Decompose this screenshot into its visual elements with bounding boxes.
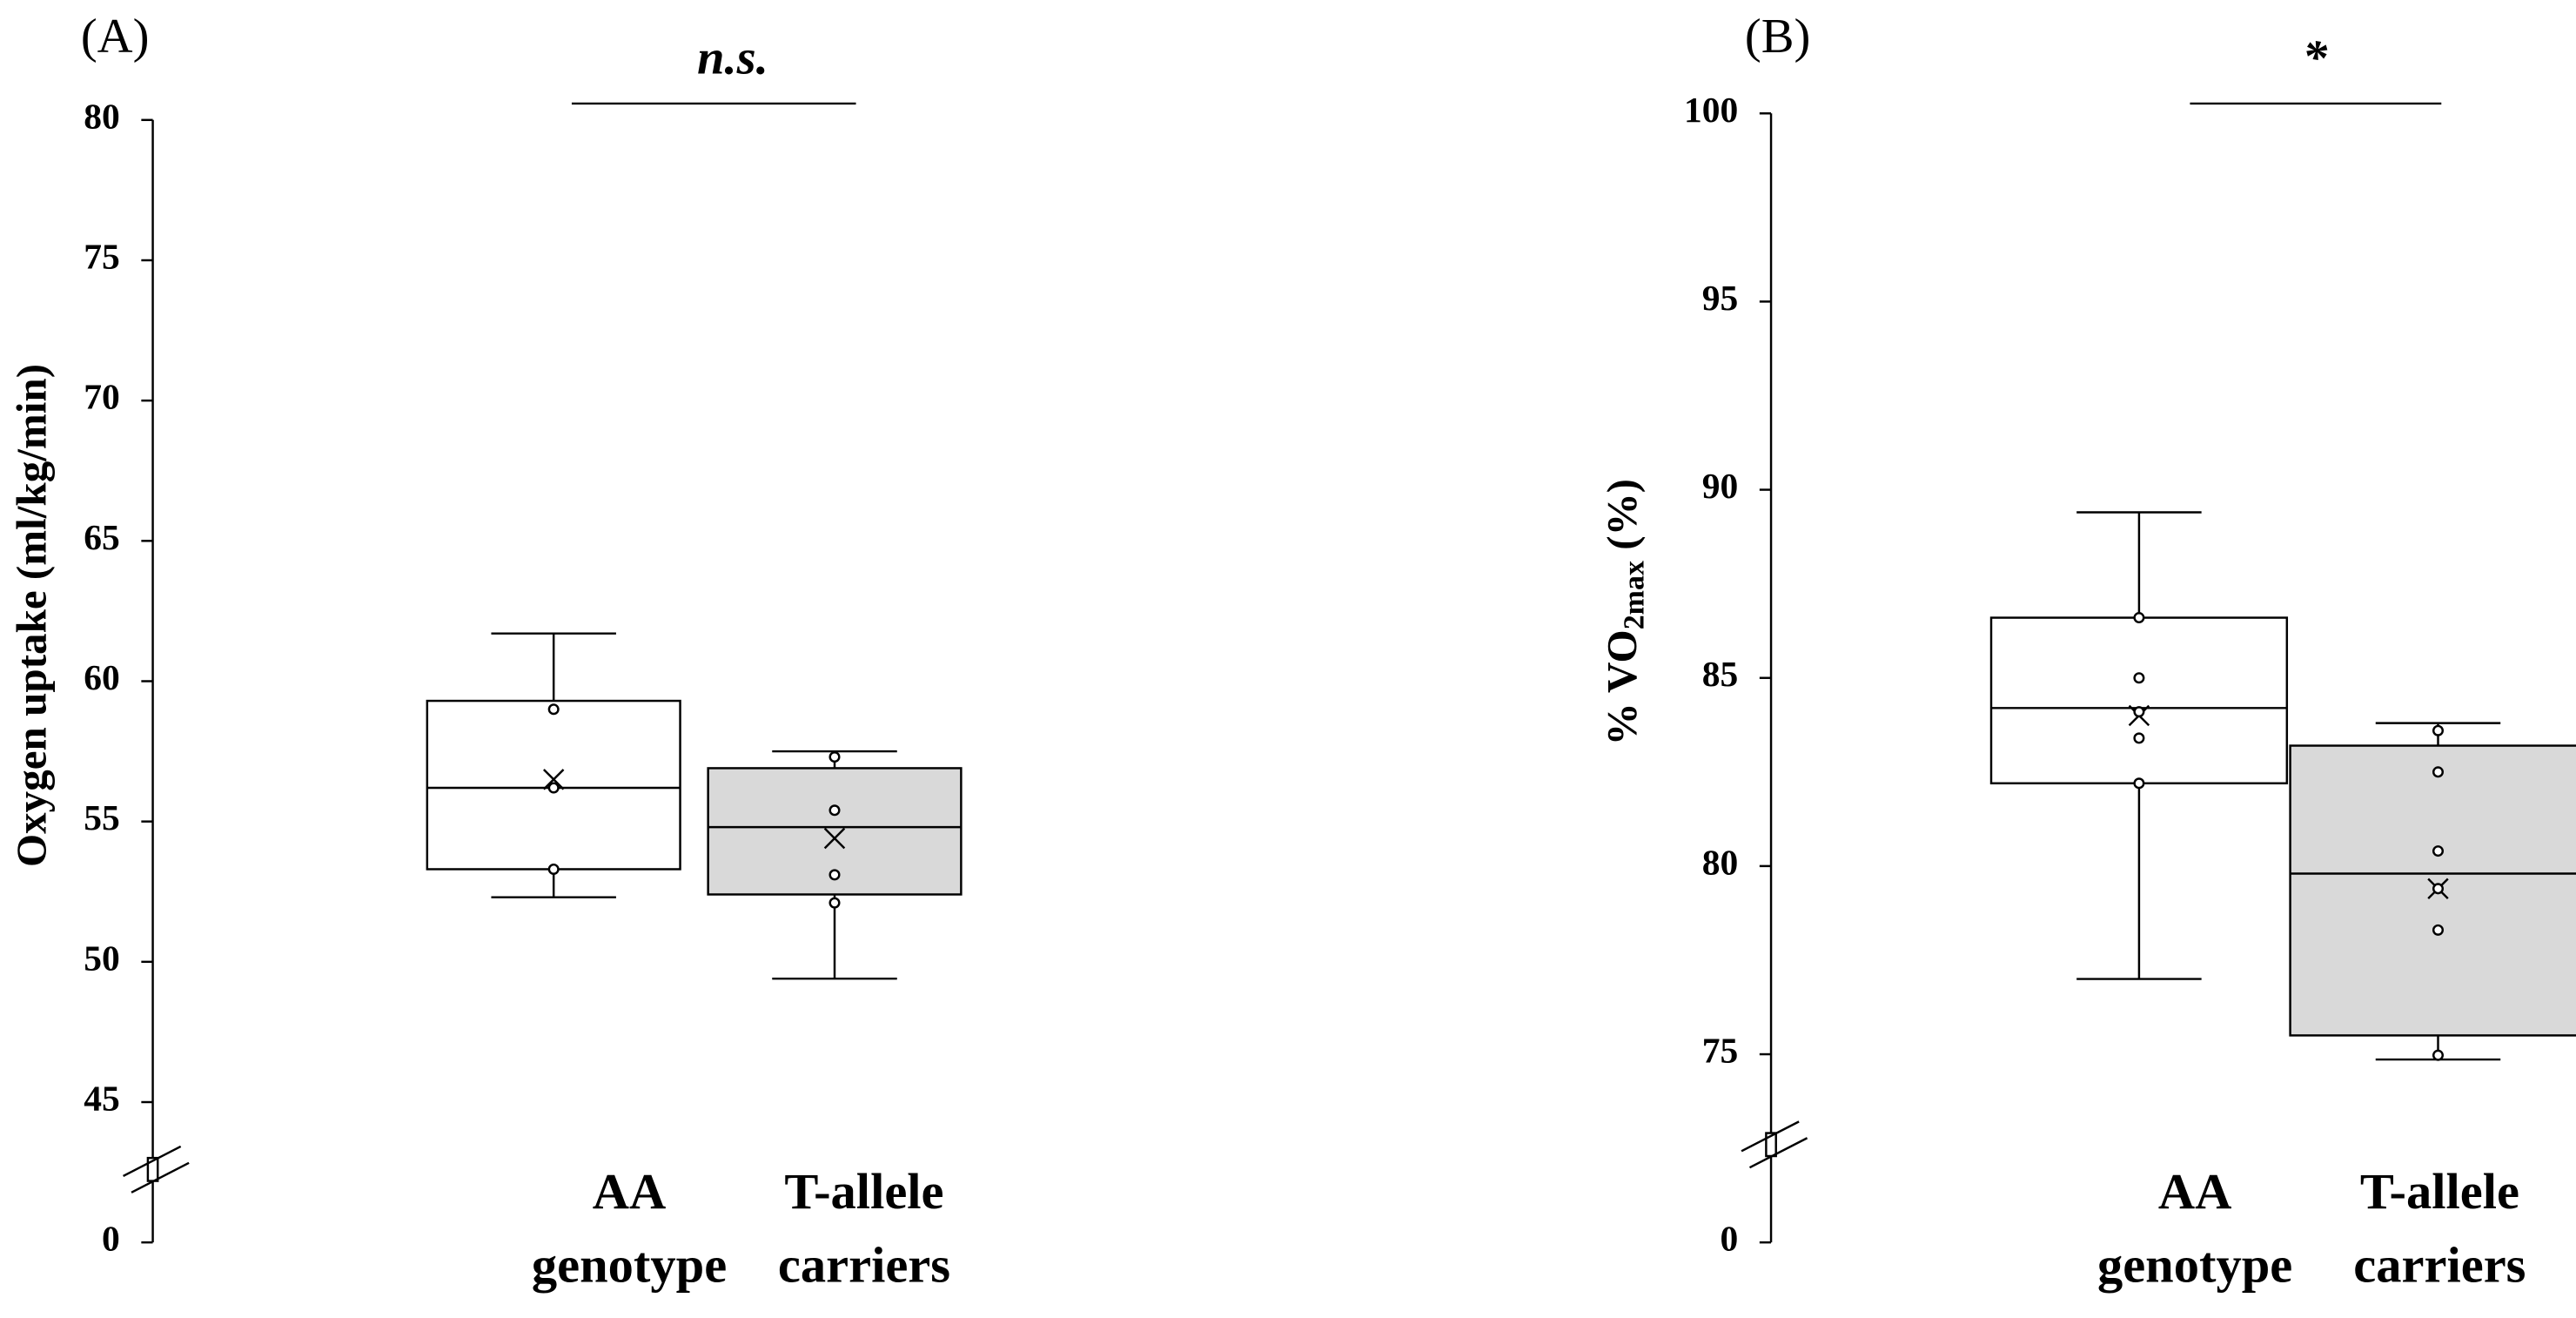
data-point (2432, 924, 2445, 936)
data-point (2432, 766, 2445, 778)
y-tick-label: 55 (84, 797, 120, 837)
data-point (828, 804, 841, 817)
panel-label: (B) (1745, 10, 1810, 64)
panel: 0 45 50 55 60 65 70 75 80 Oxygen uptake (ml/kg/mi… (8, 10, 963, 1294)
y-axis-label-sub: 2max (1618, 561, 1650, 629)
significance-label: n.s. (697, 31, 768, 85)
data-point (828, 869, 841, 881)
y-tick-label: 75 (1702, 1031, 1739, 1071)
data-point (2133, 777, 2145, 790)
data-point (2432, 883, 2445, 895)
x-tick-label: T-allele (784, 1163, 943, 1220)
y-axis-label: Oxygen uptake (ml/kg/min) (8, 364, 56, 867)
axis-break-mark (1748, 1137, 1808, 1169)
y-axis-label: % VO2max (%) (1598, 479, 1650, 745)
y-tick-label: 65 (84, 517, 120, 557)
x-tick-label: AA (2158, 1163, 2232, 1220)
y-axis-label-text: % VO (1598, 629, 1646, 745)
panel: 0 75 80 85 90 95 100 % VO2max (%) (B) * AA genotype… (1598, 10, 2576, 1294)
x-tick-label: carriers (2353, 1237, 2526, 1294)
data-point (2133, 732, 2145, 744)
x-tick-label: genotype (2097, 1237, 2292, 1294)
data-point (828, 897, 841, 909)
y-tick-label: 80 (1702, 842, 1739, 882)
box (1989, 616, 2289, 784)
mean-marker (823, 827, 846, 850)
box (707, 767, 963, 896)
y-tick-label: 0 (102, 1219, 120, 1259)
data-point (2133, 706, 2145, 718)
y-tick-label: 0 (1721, 1219, 1739, 1259)
y-tick-label: 70 (84, 377, 120, 417)
axis-break-mark (131, 1161, 190, 1194)
data-point (547, 782, 560, 794)
y-tick-label: 90 (1702, 466, 1739, 506)
data-point (2432, 1049, 2445, 1061)
panel-label: (A) (81, 10, 150, 64)
y-tick-label: 60 (84, 657, 120, 697)
data-point (2432, 845, 2445, 857)
y-tick-label: 50 (84, 938, 120, 978)
y-tick-label: 100 (1684, 90, 1738, 130)
figure-body: 0 45 50 55 60 65 70 75 80 Oxygen uptake (ml/kg/mi… (8, 10, 2576, 1294)
y-tick-label: 45 (84, 1079, 120, 1119)
x-tick-label: T-allele (2360, 1163, 2519, 1220)
axis-break-mark (1741, 1120, 1800, 1153)
y-tick-label: 80 (84, 96, 120, 136)
y-axis-label-after: (%) (1598, 479, 1646, 561)
axis-break-mark (123, 1145, 182, 1178)
y-tick-label: 75 (84, 237, 120, 277)
data-point (547, 863, 560, 875)
x-tick-label: carriers (778, 1237, 950, 1294)
x-tick-label: genotype (532, 1237, 727, 1294)
data-point (547, 703, 560, 716)
y-tick-label: 95 (1702, 278, 1739, 318)
data-point (2432, 724, 2445, 736)
data-point (2133, 612, 2145, 624)
x-tick-label: AA (593, 1163, 667, 1220)
y-axis-label-text: Oxygen uptake (ml/kg/min) (8, 364, 56, 867)
data-point (828, 751, 841, 763)
mean-marker (542, 769, 565, 790)
y-tick-label: 85 (1702, 654, 1739, 694)
significance-label: * (2303, 31, 2328, 85)
data-point (2133, 672, 2145, 684)
